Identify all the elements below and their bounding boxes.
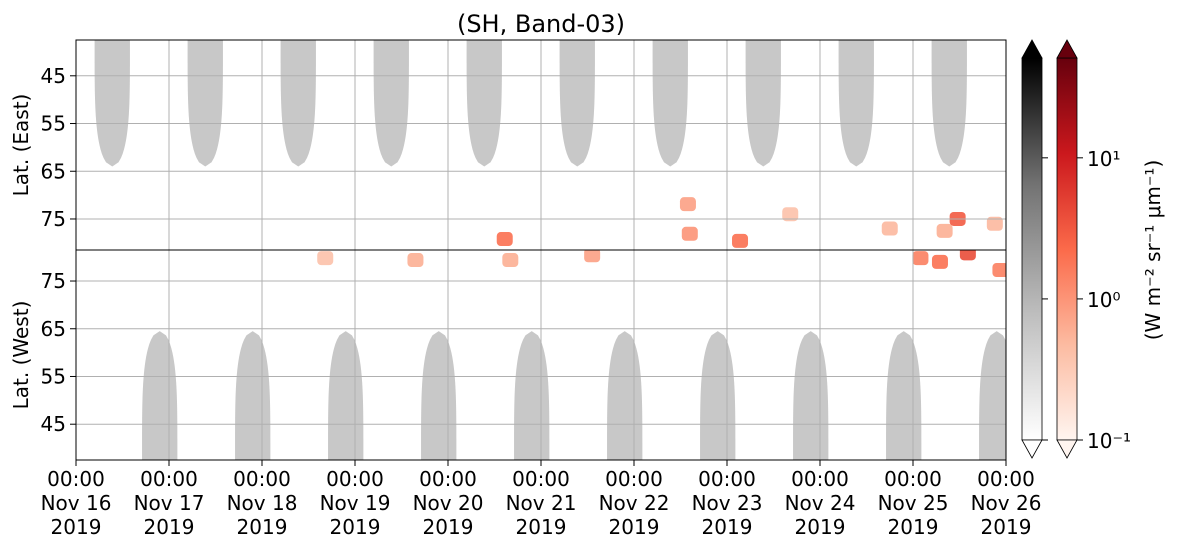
patch xyxy=(584,250,601,263)
x-tick-label: 00:00 Nov 24 2019 xyxy=(785,467,856,539)
mask xyxy=(466,40,502,167)
y-tick-label: 55 xyxy=(41,112,66,136)
patch xyxy=(502,253,519,268)
patch xyxy=(782,207,799,222)
y-tick-label: 75 xyxy=(41,269,66,293)
y-tick-label: 65 xyxy=(41,317,66,341)
chart-title: (SH, Band-03) xyxy=(457,10,625,38)
panel xyxy=(142,250,1006,460)
x-tick-label: 00:00 Nov 19 2019 xyxy=(320,467,391,539)
y-tick-label: 65 xyxy=(41,159,66,183)
patch xyxy=(681,226,698,241)
patch xyxy=(317,251,334,266)
patch xyxy=(881,221,898,236)
mask xyxy=(373,40,409,167)
colorbar-extend xyxy=(1056,39,1078,59)
colorbar-tick-label: 10⁻¹ xyxy=(1087,429,1131,453)
colorbar-extend xyxy=(1021,39,1043,59)
colorbar xyxy=(1021,57,1043,441)
x-tick-label: 00:00 Nov 22 2019 xyxy=(599,467,670,539)
y-tick-label: 45 xyxy=(41,412,66,436)
patch xyxy=(732,233,749,248)
colorbar-tick-label: 10¹ xyxy=(1087,147,1120,171)
x-tick-label: 00:00 Nov 21 2019 xyxy=(506,467,577,539)
patch xyxy=(936,223,953,238)
mask xyxy=(421,331,457,460)
mask xyxy=(886,331,922,460)
x-tick-label: 00:00 Nov 23 2019 xyxy=(692,467,763,539)
y-tick-label: 75 xyxy=(41,207,66,231)
patch xyxy=(986,216,1003,231)
x-tick-label: 00:00 Nov 16 2019 xyxy=(41,467,112,539)
panel xyxy=(94,40,1003,248)
patch xyxy=(959,250,976,261)
colorbar xyxy=(1056,57,1078,441)
mask xyxy=(979,331,1006,460)
mask xyxy=(745,40,781,167)
colorbar-tick-label: 10⁰ xyxy=(1087,288,1120,312)
patch xyxy=(931,254,948,269)
patch xyxy=(992,263,1006,278)
mask xyxy=(514,331,550,460)
colorbar-extend xyxy=(1056,439,1078,459)
mask xyxy=(142,331,178,460)
mask xyxy=(793,331,829,460)
x-tick-label: 00:00 Nov 18 2019 xyxy=(227,467,298,539)
mask xyxy=(700,331,736,460)
mask xyxy=(187,40,223,167)
x-tick-label: 00:00 Nov 17 2019 xyxy=(134,467,205,539)
y-axis-label: Lat. (East) xyxy=(9,94,33,197)
mask xyxy=(607,331,643,460)
mask xyxy=(931,40,967,167)
patch xyxy=(679,197,696,212)
mask xyxy=(328,331,364,460)
colorbar-label: (W m⁻² sr⁻¹ μm⁻¹) xyxy=(1141,160,1165,341)
x-tick-label: 00:00 Nov 25 2019 xyxy=(878,467,949,539)
mask xyxy=(652,40,688,167)
y-axis-label: Lat. (West) xyxy=(9,301,33,410)
y-tick-label: 55 xyxy=(41,364,66,388)
mask xyxy=(838,40,874,167)
mask xyxy=(235,331,271,460)
mask xyxy=(94,40,130,167)
y-tick-label: 45 xyxy=(41,64,66,88)
colorbar-extend xyxy=(1021,439,1043,459)
x-tick-label: 00:00 Nov 20 2019 xyxy=(413,467,484,539)
patch xyxy=(496,232,513,247)
patch xyxy=(912,251,929,266)
mask xyxy=(559,40,595,167)
x-tick-label: 00:00 Nov 26 2019 xyxy=(971,467,1042,539)
patch xyxy=(407,253,424,268)
mask xyxy=(280,40,316,167)
